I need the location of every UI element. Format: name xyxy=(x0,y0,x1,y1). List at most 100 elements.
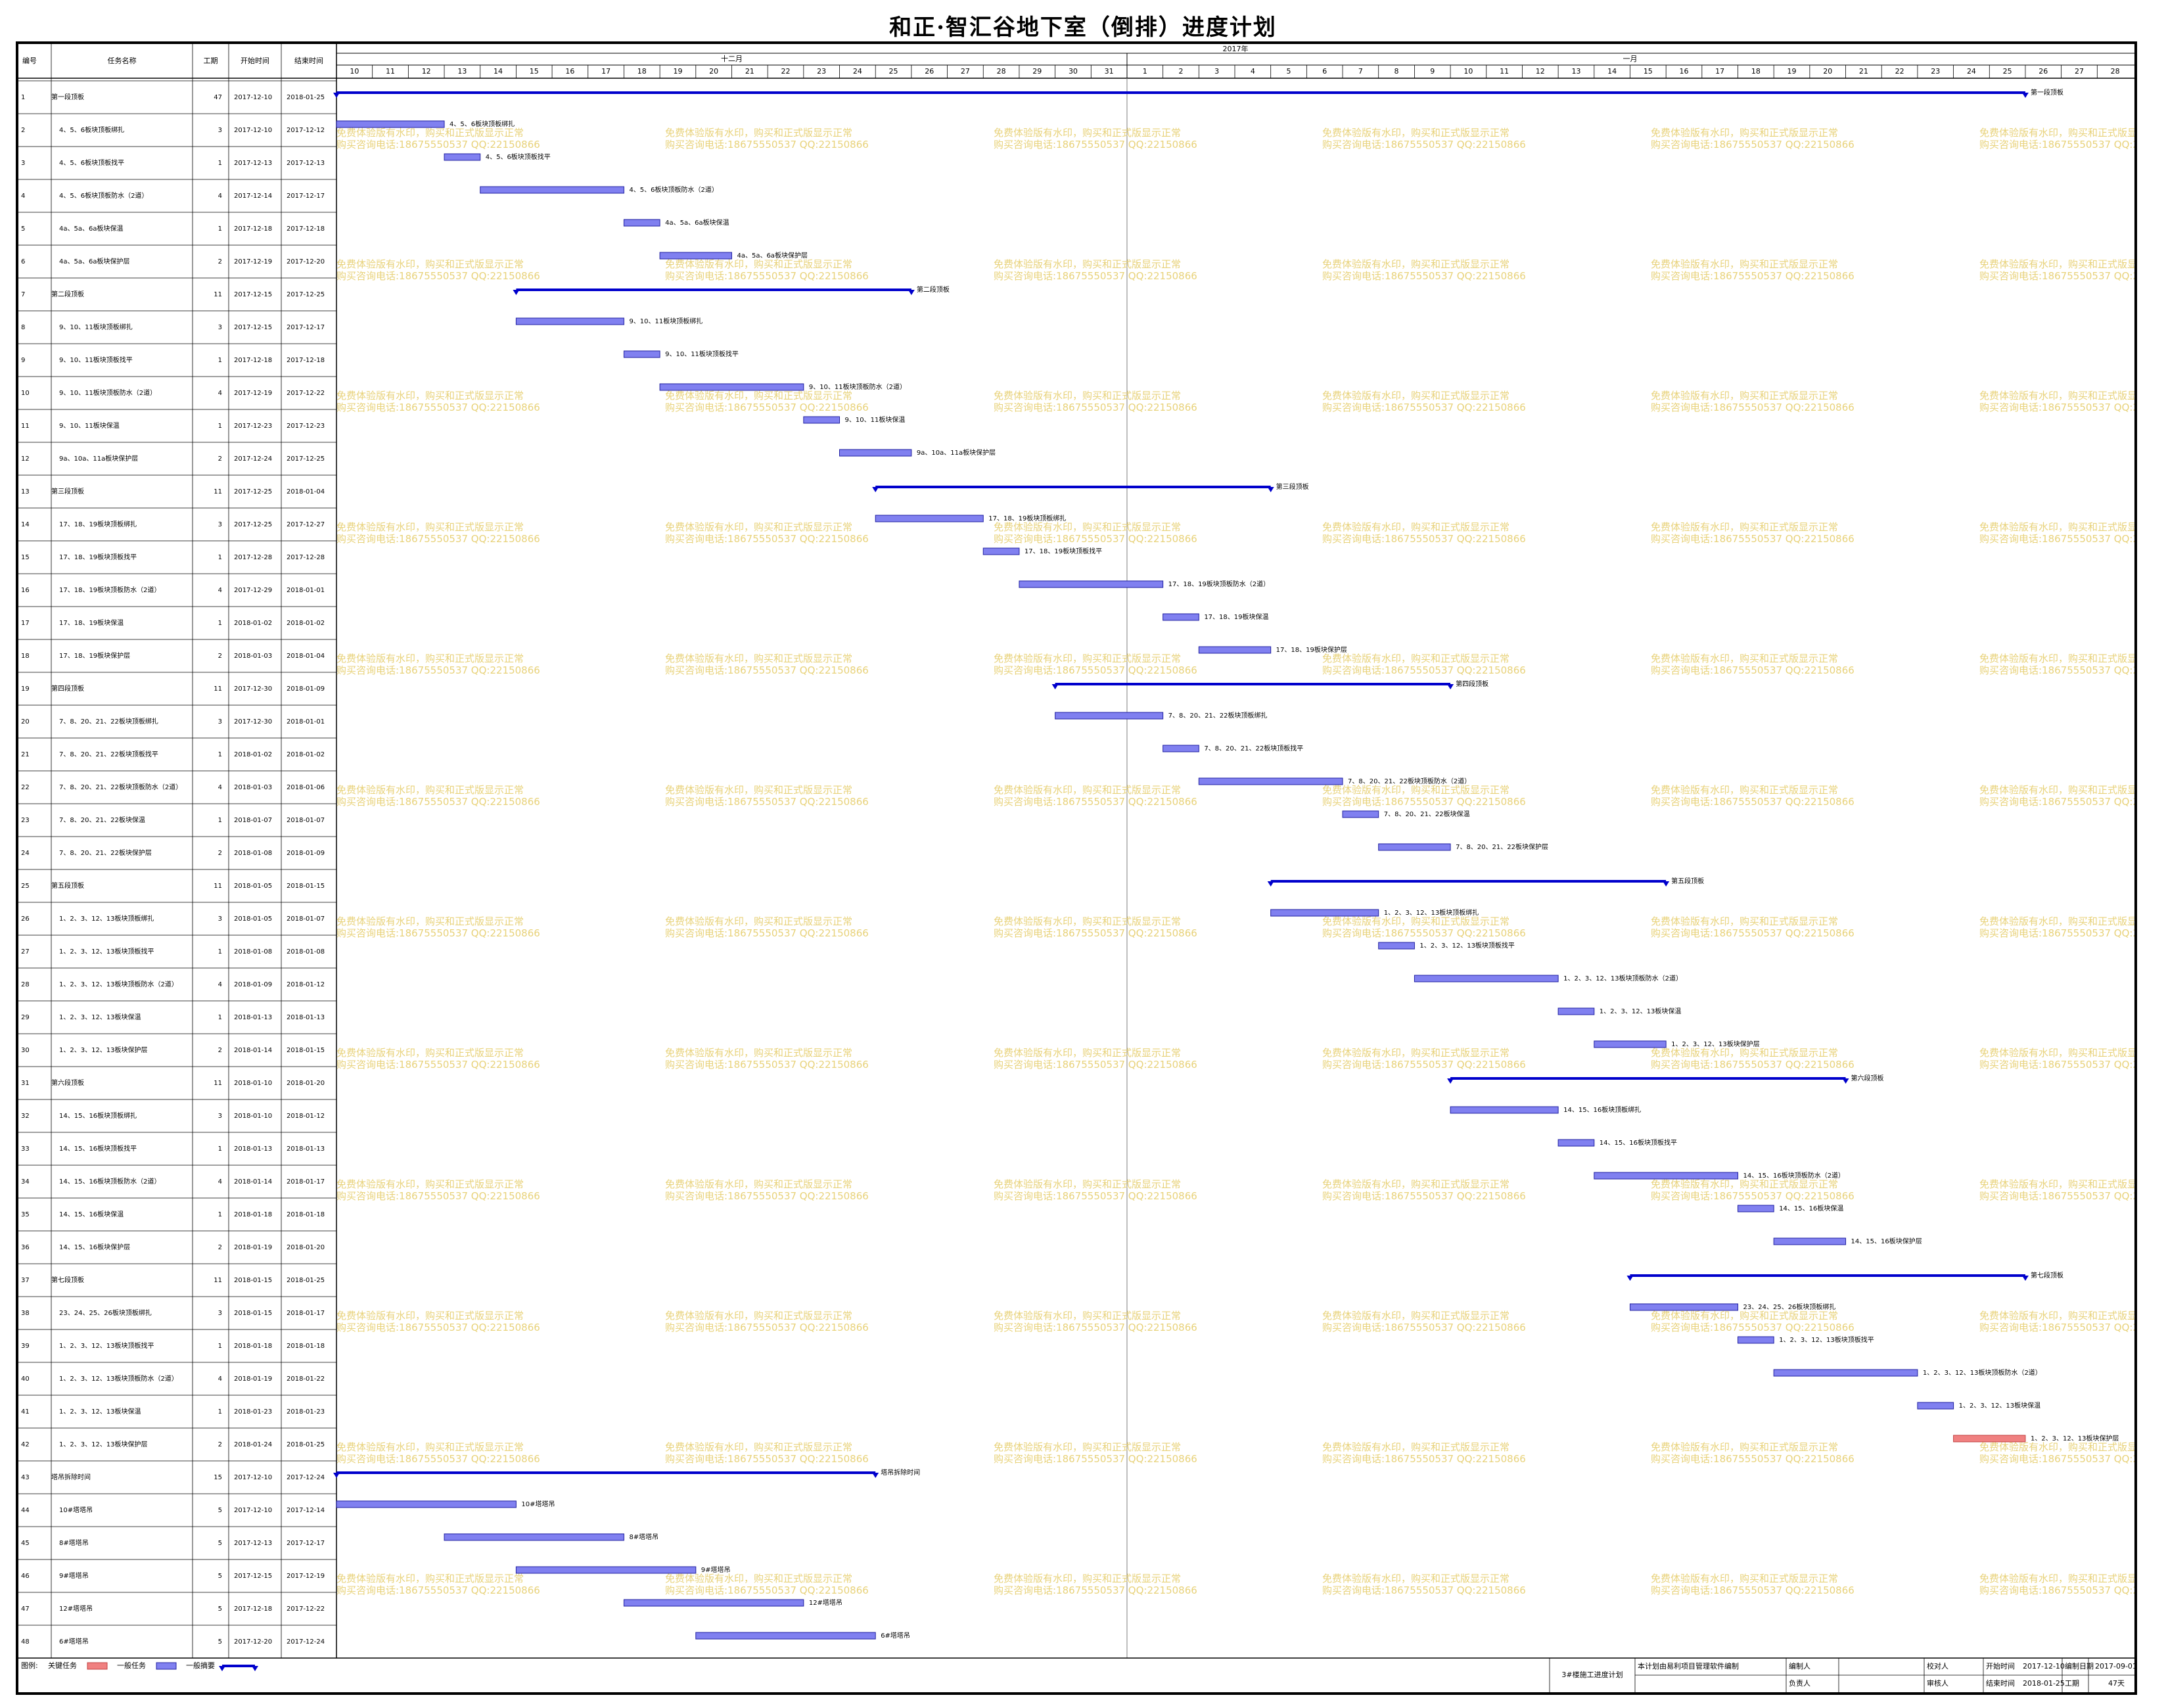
task-end: 2017-12-22 xyxy=(287,1605,325,1613)
task-duration: 2 xyxy=(218,455,222,463)
summary-bar xyxy=(875,486,1271,488)
day-label: 25 xyxy=(889,67,898,76)
task-end: 2017-12-18 xyxy=(287,357,325,364)
watermark-text: 免费体验版有水印，购买和正式版显示正常 xyxy=(994,653,1181,664)
watermark-text: 购买咨询电话:18675550537 QQ:22150866 xyxy=(665,1059,869,1071)
start-label: 开始时间 xyxy=(1986,1661,2015,1671)
task-start: 2017-12-13 xyxy=(234,160,272,167)
watermark-text: 购买咨询电话:18675550537 QQ:22150866 xyxy=(665,533,869,545)
col-header-no: 编号 xyxy=(22,56,37,65)
watermark-text: 购买咨询电话:18675550537 QQ:22150866 xyxy=(1651,402,1855,413)
watermark-text: 购买咨询电话:18675550537 QQ:22150866 xyxy=(994,1453,1197,1465)
owner-label: 负责人 xyxy=(1789,1678,1810,1688)
task-duration: 1 xyxy=(218,357,222,364)
watermark-text: 购买咨询电话:18675550537 QQ:22150866 xyxy=(1322,1190,1526,1202)
task-end: 2018-01-04 xyxy=(287,488,325,496)
task-duration: 3 xyxy=(218,521,222,528)
day-label: 22 xyxy=(781,67,791,76)
task-bar xyxy=(803,416,841,424)
watermark-text: 购买咨询电话:18675550537 QQ:22150866 xyxy=(1322,270,1526,282)
task-name: 12#塔塔吊 xyxy=(59,1604,93,1613)
task-start: 2018-01-14 xyxy=(234,1178,272,1186)
task-no: 4 xyxy=(21,193,25,200)
task-bar xyxy=(1557,1007,1595,1015)
task-no: 35 xyxy=(21,1211,30,1218)
watermark-text: 免费体验版有水印，购买和正式版显示正常 xyxy=(1651,1573,1838,1584)
task-start: 2017-12-18 xyxy=(234,225,272,233)
watermark-text: 购买咨询电话:18675550537 QQ:22150866 xyxy=(1322,796,1526,808)
watermark-text: 免费体验版有水印，购买和正式版显示正常 xyxy=(665,258,852,270)
bar-label: 1、2、3、12、13板块顶板防水（2道） xyxy=(1923,1368,2042,1377)
task-name: 14、15、16板块顶板找平 xyxy=(59,1144,137,1153)
bar-label: 1、2、3、12、13板块保温 xyxy=(1959,1401,2041,1410)
bar-label: 第二段顶板 xyxy=(917,285,950,294)
task-end: 2018-01-18 xyxy=(287,1343,325,1350)
task-bar xyxy=(982,547,1020,555)
watermark-text: 购买咨询电话:18675550537 QQ:22150866 xyxy=(336,927,540,939)
task-start: 2018-01-07 xyxy=(234,817,272,824)
day-label: 13 xyxy=(1571,67,1580,76)
task-no: 6 xyxy=(21,258,25,265)
watermark-text: 购买咨询电话:18675550537 QQ:22150866 xyxy=(1322,139,1526,150)
bar-label: 17、18、19板块顶板防水（2道） xyxy=(1168,580,1270,588)
day-label: 23 xyxy=(817,67,826,76)
task-start: 2018-01-05 xyxy=(234,915,272,923)
task-duration: 11 xyxy=(214,1080,222,1087)
task-bar xyxy=(444,1533,624,1541)
watermark-text: 免费体验版有水印，购买和正式版显示正常 xyxy=(1651,915,1838,927)
watermark-text: 免费体验版有水印，购买和正式版显示正常 xyxy=(1322,1441,1509,1453)
summary-start-marker xyxy=(333,93,340,98)
task-start: 2018-01-13 xyxy=(234,1145,272,1153)
task-name: 14、15、16板块保温 xyxy=(59,1210,124,1218)
task-no: 28 xyxy=(21,981,30,988)
day-label: 29 xyxy=(1032,67,1042,76)
watermark-text: 购买咨询电话:18675550537 QQ:22150866 xyxy=(336,1059,540,1071)
bar-label: 9#塔塔吊 xyxy=(701,1565,731,1574)
watermark-text: 购买咨询电话:18675550537 QQ:22150866 xyxy=(665,927,869,939)
bar-label: 14、15、16板块保护层 xyxy=(1851,1237,1922,1245)
day-label: 24 xyxy=(1967,67,1976,76)
task-name: 17、18、19板块顶板找平 xyxy=(59,553,137,561)
bar-label: 14、15、16板块顶板找平 xyxy=(1600,1138,1677,1147)
task-no: 30 xyxy=(21,1047,30,1054)
task-bar xyxy=(1163,613,1199,621)
watermark-text: 购买咨询电话:18675550537 QQ:22150866 xyxy=(994,402,1197,413)
task-no: 38 xyxy=(21,1310,30,1317)
watermark-text: 免费体验版有水印，购买和正式版显示正常 xyxy=(336,127,524,139)
task-bar xyxy=(1594,1040,1667,1048)
task-end: 2018-01-01 xyxy=(287,587,325,594)
task-start: 2017-12-30 xyxy=(234,685,272,693)
end-value: 2018-01-25 xyxy=(2023,1679,2065,1688)
task-no: 14 xyxy=(21,521,30,528)
watermark-text: 购买咨询电话:18675550537 QQ:22150866 xyxy=(665,270,869,282)
task-duration: 1 xyxy=(218,751,222,758)
day-label: 28 xyxy=(2111,67,2120,76)
task-end: 2018-01-04 xyxy=(287,653,325,660)
watermark-text: 免费体验版有水印，购买和正式版显示正常 xyxy=(1651,653,1838,664)
date-value: 2017-09-01 xyxy=(2095,1662,2134,1671)
task-name: 14、15、16板块顶板防水（2道） xyxy=(59,1177,161,1186)
task-duration: 3 xyxy=(218,915,222,923)
task-name: 17、18、19板块保温 xyxy=(59,618,124,627)
task-end: 2018-01-08 xyxy=(287,948,325,956)
task-bar xyxy=(1917,1402,1954,1410)
task-bar xyxy=(1019,580,1164,588)
task-duration: 4 xyxy=(218,981,222,988)
watermark-text: 免费体验版有水印，购买和正式版显示正常 xyxy=(994,1573,1181,1584)
summary-start-marker xyxy=(872,487,879,492)
task-name: 第七段顶板 xyxy=(51,1276,84,1284)
task-no: 7 xyxy=(21,291,25,298)
task-name: 8#塔塔吊 xyxy=(59,1538,89,1547)
watermark-text: 免费体验版有水印，购买和正式版显示正常 xyxy=(994,1310,1181,1322)
watermark-text: 免费体验版有水印，购买和正式版显示正常 xyxy=(1979,915,2134,927)
task-duration: 2 xyxy=(218,850,222,857)
duration-label: 工期 xyxy=(2065,1679,2079,1688)
task-start: 2018-01-03 xyxy=(234,653,272,660)
task-duration: 11 xyxy=(214,488,222,496)
task-no: 5 xyxy=(21,225,25,233)
watermark-text: 免费体验版有水印，购买和正式版显示正常 xyxy=(336,258,524,270)
watermark-text: 免费体验版有水印，购买和正式版显示正常 xyxy=(1322,390,1509,402)
watermark-text: 购买咨询电话:18675550537 QQ:22150866 xyxy=(1651,664,1855,676)
month-label: 十二月 xyxy=(721,54,743,63)
